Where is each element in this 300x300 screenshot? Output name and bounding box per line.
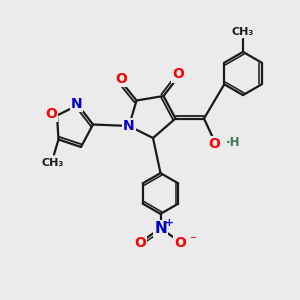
Text: CH₃: CH₃ <box>41 158 64 168</box>
Text: CH₃: CH₃ <box>232 27 254 37</box>
Text: O: O <box>116 72 128 86</box>
Text: N: N <box>123 119 135 133</box>
Text: N: N <box>154 221 167 236</box>
Text: O: O <box>208 137 220 151</box>
Text: O: O <box>134 236 146 250</box>
Text: ⁻: ⁻ <box>190 234 196 247</box>
Text: N: N <box>71 97 82 110</box>
Text: ·H: ·H <box>226 136 240 149</box>
Text: O: O <box>172 68 184 81</box>
Text: O: O <box>45 107 57 121</box>
Text: +: + <box>164 218 173 228</box>
Text: O: O <box>174 236 186 250</box>
